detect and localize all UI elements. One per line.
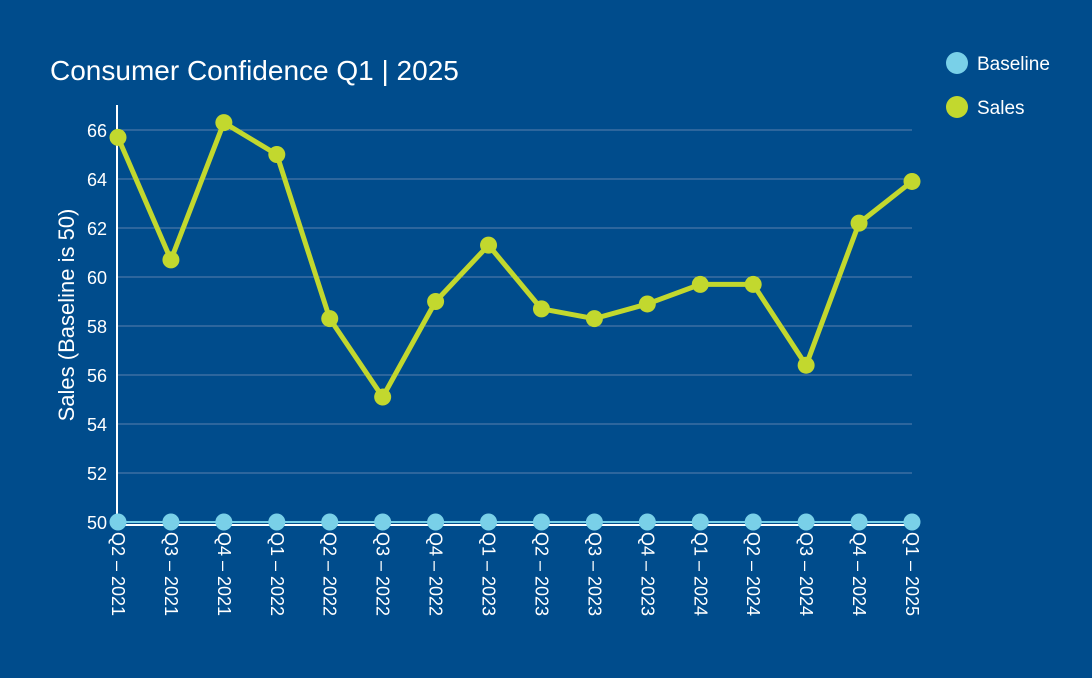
data-point-sales <box>321 310 339 328</box>
data-point-baseline <box>321 513 339 531</box>
x-tick-label: Q3 – 2023 <box>584 532 604 616</box>
data-point-baseline <box>850 513 868 531</box>
x-tick-label: Q4 – 2022 <box>426 532 446 616</box>
y-tick-label: 60 <box>87 268 107 288</box>
data-point-baseline <box>532 513 550 531</box>
data-point-baseline <box>374 513 392 531</box>
y-tick-label: 54 <box>87 415 107 435</box>
x-tick-label: Q2 – 2021 <box>108 532 128 616</box>
data-point-sales <box>691 275 709 293</box>
data-point-baseline <box>268 513 286 531</box>
data-point-sales <box>797 356 815 374</box>
x-tick-label: Q1 – 2025 <box>902 532 922 616</box>
data-point-sales <box>374 388 392 406</box>
y-tick-label: 56 <box>87 366 107 386</box>
y-tick-label: 52 <box>87 464 107 484</box>
chart-title: Consumer Confidence Q1 | 2025 <box>50 55 459 86</box>
data-point-baseline <box>215 513 233 531</box>
x-tick-label: Q4 – 2023 <box>637 532 657 616</box>
data-point-sales <box>162 251 180 269</box>
data-point-baseline <box>903 513 921 531</box>
data-point-baseline <box>162 513 180 531</box>
x-tick-label: Q4 – 2021 <box>214 532 234 616</box>
x-tick-label: Q2 – 2024 <box>743 532 763 616</box>
legend-label-sales: Sales <box>977 98 1025 119</box>
data-point-baseline <box>691 513 709 531</box>
legend-label-baseline: Baseline <box>977 54 1050 75</box>
x-tick-label: Q3 – 2022 <box>373 532 393 616</box>
data-point-baseline <box>109 513 127 531</box>
x-tick-label: Q2 – 2022 <box>320 532 340 616</box>
data-point-sales <box>585 310 603 328</box>
data-point-baseline <box>427 513 445 531</box>
y-tick-label: 62 <box>87 219 107 239</box>
x-tick-label: Q3 – 2024 <box>796 532 816 616</box>
data-point-sales <box>850 214 868 232</box>
y-tick-label: 58 <box>87 317 107 337</box>
series-layer <box>109 114 921 531</box>
series-line-sales <box>115 120 914 400</box>
axis-layer: 50 52 54 56 58 60 62 64 66 Q2 – 2021 Q3 – 2021 Q4 –… <box>87 105 922 616</box>
legend-swatch-baseline <box>946 52 968 74</box>
x-tick-label: Q3 – 2021 <box>161 532 181 616</box>
y-axis-label: Sales (Baseline is 50) <box>54 209 79 422</box>
data-point-sales <box>744 275 762 293</box>
data-point-sales <box>480 236 498 254</box>
data-point-sales <box>903 172 921 190</box>
y-tick-label: 50 <box>87 513 107 533</box>
data-point-sales <box>427 293 445 310</box>
x-tick-label: Q1 – 2024 <box>690 532 710 616</box>
data-point-baseline <box>638 513 656 531</box>
x-tick-label: Q2 – 2023 <box>531 532 551 616</box>
data-point-sales <box>268 146 286 163</box>
data-point-baseline <box>585 513 603 531</box>
data-point-sales <box>109 128 127 146</box>
data-point-baseline <box>480 513 498 531</box>
y-tick-label: 64 <box>87 170 107 190</box>
legend: Baseline Sales <box>946 52 1050 119</box>
y-tick-label: 66 <box>87 121 107 141</box>
grid-layer <box>118 129 912 474</box>
x-tick-label: Q4 – 2024 <box>849 532 869 616</box>
data-point-baseline <box>744 513 762 531</box>
data-point-sales <box>638 295 656 313</box>
legend-swatch-sales <box>946 96 968 118</box>
data-point-sales <box>532 300 550 318</box>
x-tick-label: Q1 – 2023 <box>479 532 499 616</box>
data-point-sales <box>215 114 233 132</box>
data-point-baseline <box>797 513 815 531</box>
x-tick-label: Q1 – 2022 <box>267 532 287 616</box>
